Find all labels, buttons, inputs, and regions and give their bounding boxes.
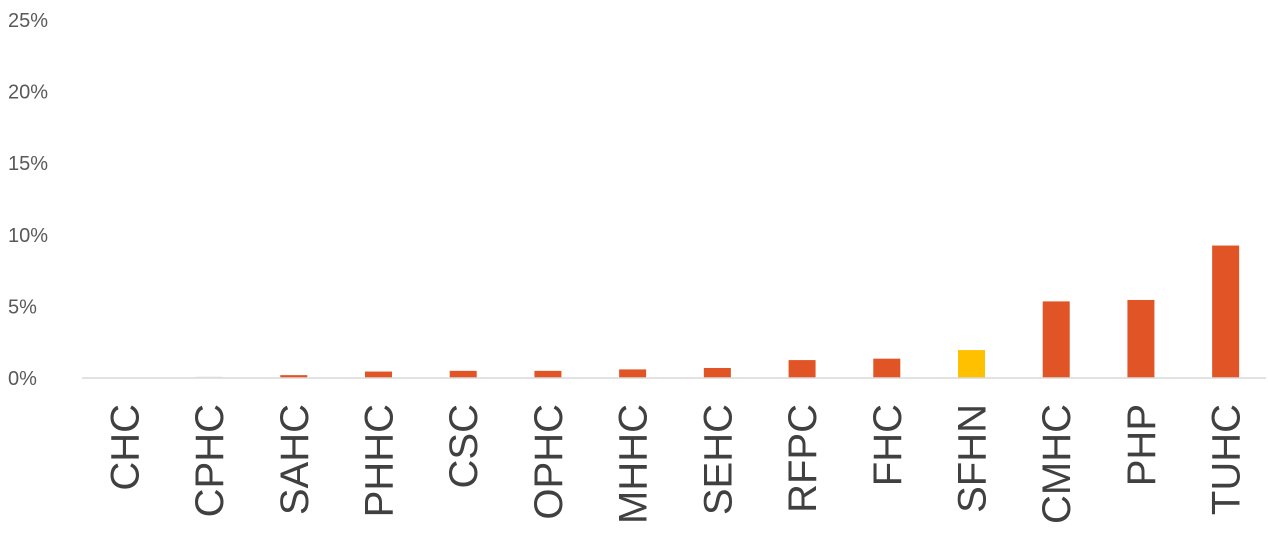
y-tick-label: 10%	[8, 225, 48, 247]
x-tick-label: CMHC	[1035, 404, 1079, 524]
bar-fhc	[873, 358, 901, 378]
x-tick-label: CPHC	[188, 404, 232, 517]
y-axis-ticks: 0% 5% 10% 15% 20% 25%	[8, 10, 48, 390]
x-tick-label: PHHC	[358, 404, 402, 517]
bar-cmhc	[1042, 301, 1070, 378]
bar-tuhc	[1212, 245, 1240, 378]
bar-sahc	[280, 375, 308, 378]
y-tick-label: 5%	[8, 296, 37, 318]
y-tick-label: 20%	[8, 82, 48, 104]
x-axis-ticks: CHC CPHC SAHC PHHC CSC OPHC MHHC SEHC RFPC FHC SFH…	[103, 404, 1248, 524]
bars	[195, 245, 1240, 378]
bar-mhhc	[619, 369, 647, 378]
x-tick-label: OPHC	[527, 404, 571, 520]
x-tick-label: CSC	[442, 404, 486, 488]
y-tick-label: 0%	[8, 368, 37, 390]
bar-phhc	[365, 371, 392, 378]
x-tick-label: SAHC	[273, 404, 317, 515]
x-tick-label: PHP	[1120, 404, 1164, 486]
bar-sehc	[703, 367, 731, 378]
x-tick-label: FHC	[866, 404, 910, 486]
x-tick-label: MHHC	[612, 404, 656, 524]
y-tick-label: 15%	[8, 153, 48, 175]
bar-rfpc	[788, 360, 816, 378]
bar-php	[1127, 299, 1155, 378]
bar-sfhn	[958, 350, 985, 378]
bar-csc	[449, 370, 477, 378]
x-tick-label: TUHC	[1205, 404, 1249, 515]
x-tick-label: SFHN	[951, 404, 995, 513]
y-tick-label: 25%	[8, 10, 48, 32]
x-tick-label: RFPC	[781, 404, 825, 513]
bar-ophc	[534, 370, 562, 378]
x-tick-label: CHC	[103, 404, 147, 491]
x-tick-label: SEHC	[696, 404, 740, 515]
